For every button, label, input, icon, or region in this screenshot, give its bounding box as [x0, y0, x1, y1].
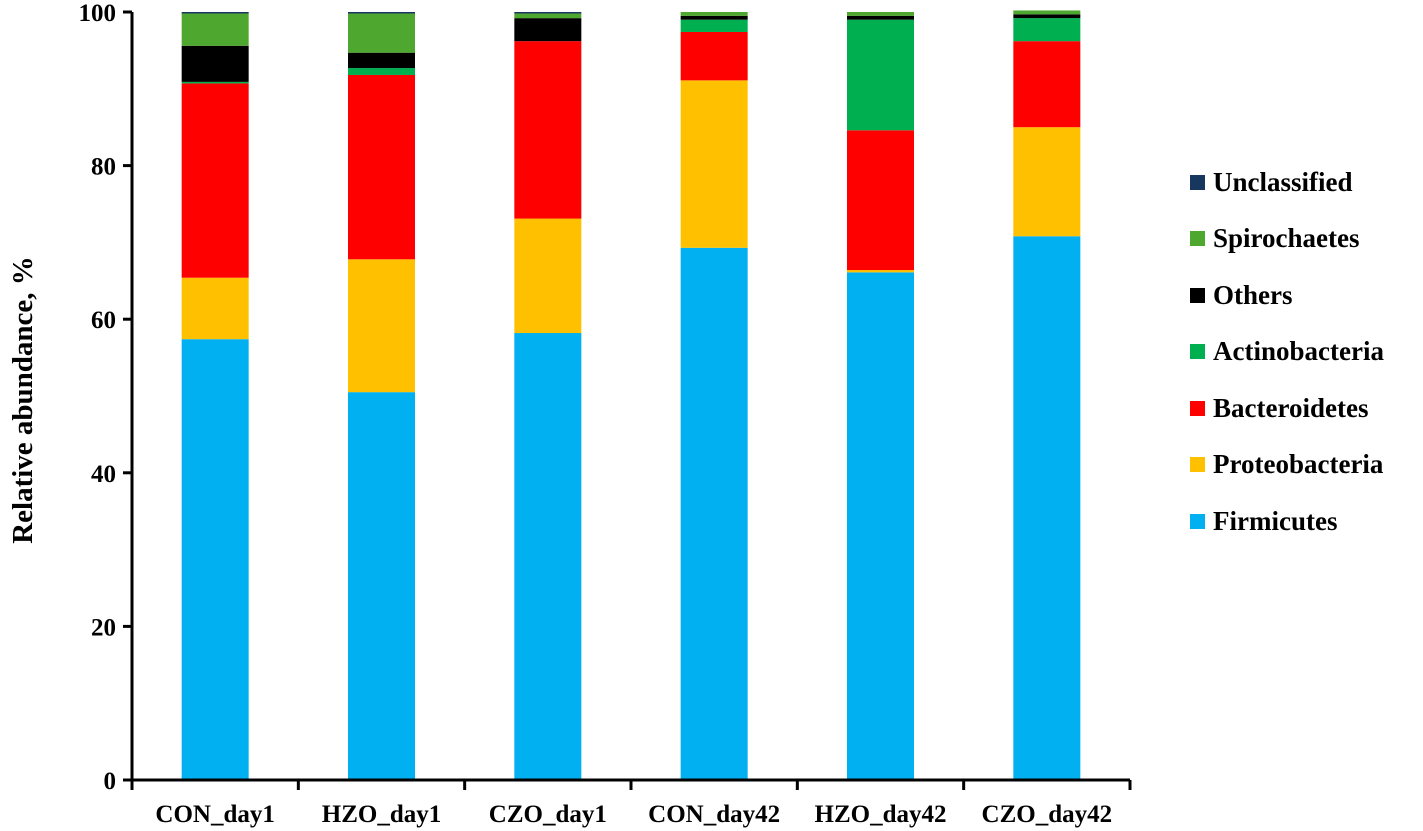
bar-segment-bacteroidetes-czo_day1	[514, 41, 582, 219]
y-tick-label-60: 60	[91, 307, 116, 334]
y-tick-label-0: 0	[104, 768, 117, 795]
bar-segment-firmicutes-hzo_day42	[847, 272, 914, 780]
legend-swatch-spirochaetes	[1190, 231, 1205, 246]
bar-segment-unclassified-czo_day1	[514, 12, 582, 14]
bar-segment-spirochaetes-hzo_day42	[847, 12, 914, 16]
legend-label-firmicutes: Firmicutes	[1213, 505, 1338, 536]
bar-segment-firmicutes-con_day1	[181, 339, 249, 780]
legend-swatch-others	[1190, 287, 1205, 303]
bar-segment-proteobacteria-czo_day1	[514, 218, 582, 334]
bar-segment-proteobacteria-hzo_day42	[847, 270, 914, 273]
bar-segment-unclassified-con_day1	[181, 12, 249, 14]
bar-segment-others-con_day1	[181, 45, 249, 82]
bar-segment-bacteroidetes-hzo_day42	[847, 130, 914, 271]
bar-segment-others-con_day42	[680, 15, 748, 20]
legend-swatch-bacteroidetes	[1190, 400, 1205, 416]
bar-segment-bacteroidetes-czo_day42	[1013, 41, 1081, 128]
legend-label-others: Others	[1213, 279, 1293, 310]
x-tick-label-con_day1: CON_day1	[155, 801, 274, 828]
x-tick-label-czo_day1: CZO_day1	[489, 801, 607, 828]
y-axis-title: Relative abundance, %	[7, 256, 39, 544]
bar-segment-spirochaetes-con_day42	[680, 12, 748, 16]
legend-item-others: Others	[1190, 279, 1384, 310]
legend-swatch-firmicutes	[1190, 513, 1205, 529]
bar-segment-actinobacteria-czo_day42	[1013, 18, 1081, 42]
bar-segment-others-czo_day42	[1013, 14, 1081, 19]
legend-item-actinobacteria: Actinobacteria	[1190, 336, 1384, 366]
legend: Unclassified Spirochaetes Others Actinobact…	[1190, 166, 1384, 564]
bar-segment-others-hzo_day1	[348, 52, 415, 69]
legend-label-bacteroidetes: Bacteroidetes	[1213, 392, 1369, 423]
y-tick-label-20: 20	[91, 614, 116, 641]
y-tick-label-100: 100	[79, 0, 117, 27]
y-tick-label-40: 40	[91, 461, 116, 488]
bar-segment-firmicutes-hzo_day1	[348, 392, 415, 780]
bar-segment-proteobacteria-con_day42	[680, 80, 748, 248]
bar-segment-firmicutes-con_day42	[680, 247, 748, 780]
legend-swatch-actinobacteria	[1190, 344, 1205, 359]
x-tick-label-con_day42: CON_day42	[648, 801, 780, 828]
bar-segment-others-czo_day1	[514, 18, 582, 42]
bar-segment-bacteroidetes-con_day1	[181, 83, 249, 278]
legend-item-firmicutes: Firmicutes	[1190, 505, 1384, 536]
bar-segment-proteobacteria-con_day1	[181, 277, 249, 340]
legend-label-unclassified: Unclassified	[1213, 166, 1353, 197]
bar-segment-firmicutes-czo_day1	[514, 333, 582, 780]
bar-segment-spirochaetes-czo_day42	[1013, 10, 1081, 15]
bar-segment-spirochaetes-czo_day1	[514, 13, 582, 19]
legend-item-proteobacteria: Proteobacteria	[1190, 449, 1384, 479]
bar-segment-bacteroidetes-con_day42	[680, 31, 748, 81]
legend-swatch-unclassified	[1190, 174, 1205, 190]
bar-segment-actinobacteria-con_day1	[181, 81, 249, 84]
bar-segment-proteobacteria-czo_day42	[1013, 127, 1081, 237]
bar-segment-spirochaetes-con_day1	[181, 13, 249, 46]
legend-label-proteobacteria: Proteobacteria	[1213, 449, 1384, 479]
legend-swatch-proteobacteria	[1190, 457, 1205, 472]
bar-segment-actinobacteria-hzo_day42	[847, 19, 914, 131]
bar-segment-others-hzo_day42	[847, 15, 914, 20]
bar-segment-proteobacteria-hzo_day1	[348, 259, 415, 393]
legend-label-actinobacteria: Actinobacteria	[1213, 336, 1384, 366]
bar-segment-actinobacteria-hzo_day1	[348, 68, 415, 75]
legend-item-unclassified: Unclassified	[1190, 166, 1384, 197]
legend-item-spirochaetes: Spirochaetes	[1190, 223, 1384, 253]
y-tick-label-80: 80	[91, 154, 116, 181]
bars-group	[181, 10, 1081, 780]
x-tick-label-hzo_day42: HZO_day42	[815, 801, 947, 828]
bar-segment-spirochaetes-hzo_day1	[348, 13, 415, 53]
bar-segment-unclassified-hzo_day1	[348, 12, 415, 14]
x-tick-label-hzo_day1: HZO_day1	[322, 801, 441, 828]
legend-item-bacteroidetes: Bacteroidetes	[1190, 392, 1384, 423]
bar-segment-bacteroidetes-hzo_day1	[348, 74, 415, 260]
bar-segment-actinobacteria-con_day42	[680, 19, 748, 32]
legend-label-spirochaetes: Spirochaetes	[1213, 223, 1360, 253]
x-tick-label-czo_day42: CZO_day42	[982, 801, 1113, 828]
bar-segment-firmicutes-czo_day42	[1013, 236, 1081, 780]
